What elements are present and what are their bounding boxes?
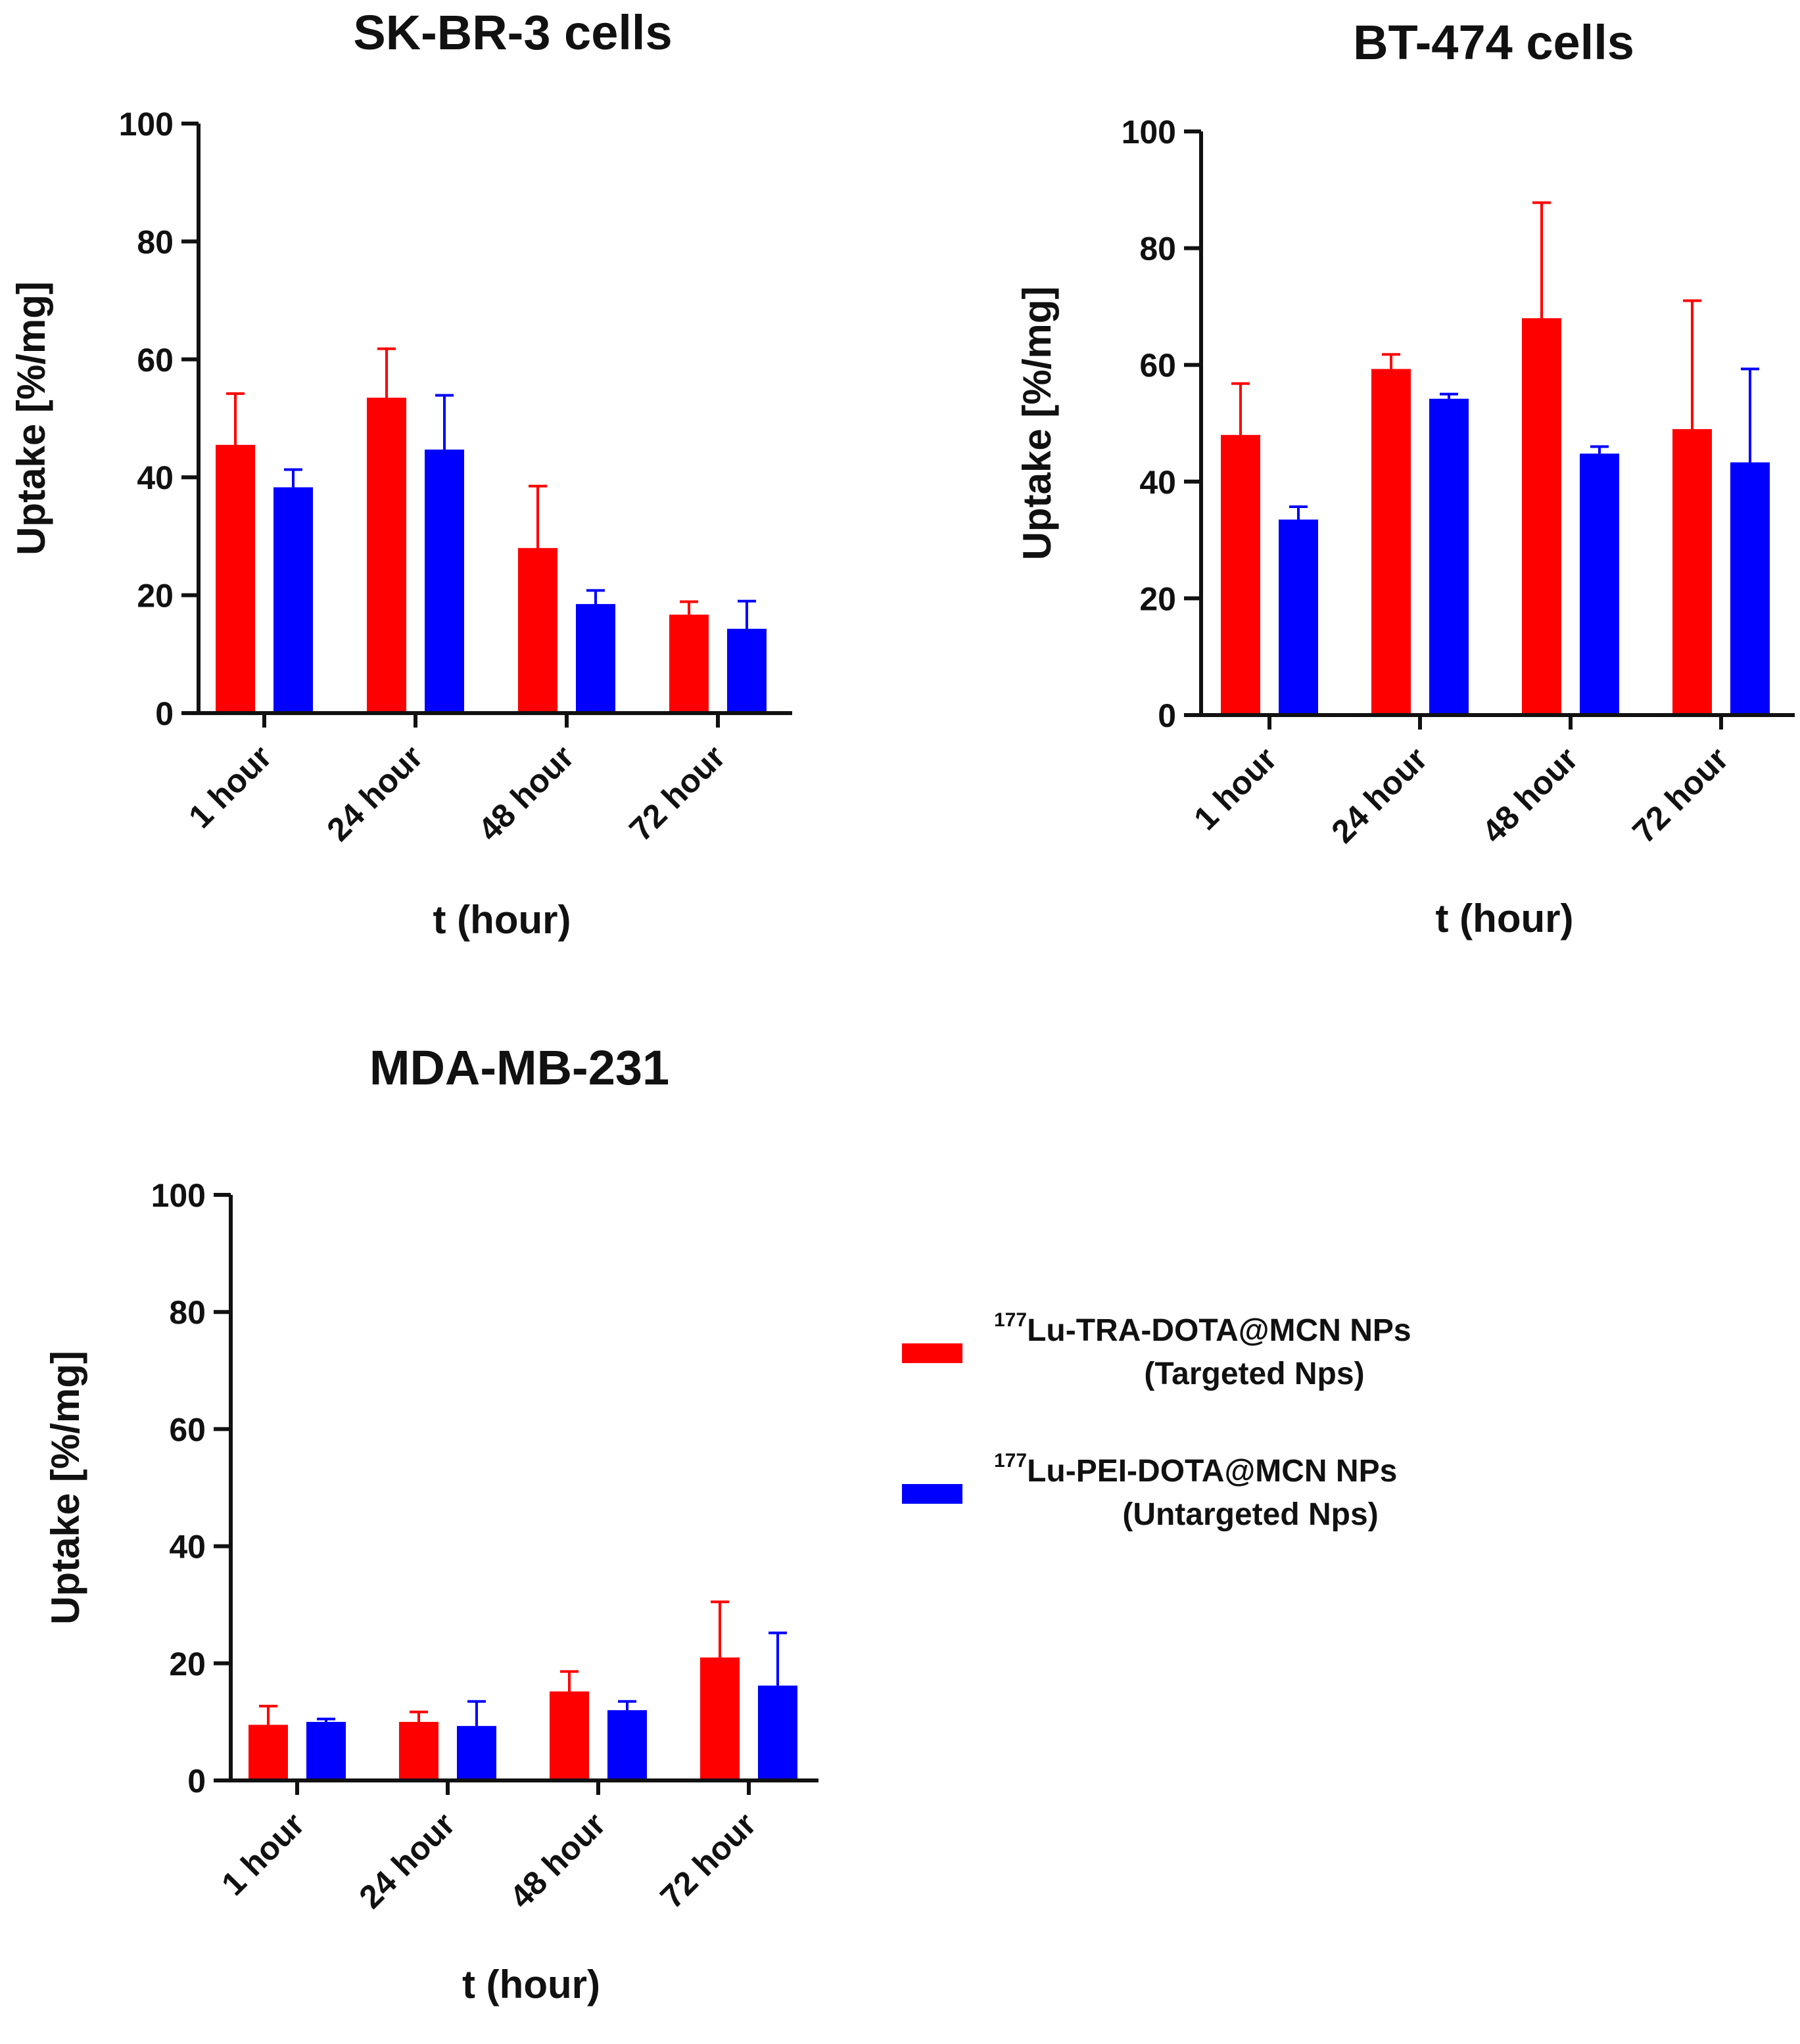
bar-targeted-0 bbox=[249, 1725, 288, 1780]
bar-targeted-1 bbox=[367, 398, 406, 713]
y-tick-label-2: 40 bbox=[137, 459, 174, 496]
legend-superscript-untargeted: 177 bbox=[994, 1450, 1027, 1472]
bar-untargeted-1 bbox=[457, 1726, 496, 1780]
y-tick-label-0: 0 bbox=[1158, 697, 1176, 734]
chart-title: BT-474 cells bbox=[1353, 15, 1634, 70]
panel-sk-br-3: SK-BR-3 cells Uptake [%/mg] t (hour) 1 hour… bbox=[9, 5, 792, 942]
legend-main-untargeted: Lu-PEI-DOTA@MCN NPs bbox=[1027, 1454, 1397, 1489]
bar-targeted-3 bbox=[1672, 429, 1712, 715]
bar-untargeted-2 bbox=[607, 1710, 647, 1780]
bar-untargeted-1 bbox=[425, 450, 464, 713]
x-tick-label-3: 72 hour bbox=[1625, 740, 1735, 850]
legend-sublabel-targeted: (Targeted Nps) bbox=[1144, 1357, 1364, 1391]
bar-untargeted-3 bbox=[758, 1685, 797, 1780]
y-tick-label-4: 80 bbox=[1139, 231, 1176, 267]
x-tick-label-1: 24 hour bbox=[1324, 740, 1434, 850]
bar-untargeted-3 bbox=[1730, 462, 1770, 715]
y-axis-label: Uptake [%/mg] bbox=[1015, 287, 1059, 561]
bar-untargeted-0 bbox=[1279, 519, 1318, 715]
legend-label-untargeted: 177Lu-PEI-DOTA@MCN NPs bbox=[994, 1450, 1397, 1489]
bar-targeted-1 bbox=[399, 1721, 438, 1780]
y-tick-label-0: 0 bbox=[187, 1763, 206, 1800]
bar-targeted-2 bbox=[550, 1691, 589, 1780]
panel-mda-mb-231: MDA-MB-231 Uptake [%/mg] t (hour) 1 hour 24 … bbox=[43, 1040, 818, 2007]
x-axis-label: t (hour) bbox=[462, 1963, 600, 2007]
y-tick-label-4: 80 bbox=[169, 1294, 206, 1331]
legend-swatch-untargeted bbox=[902, 1484, 962, 1504]
bar-targeted-1 bbox=[1371, 369, 1411, 715]
y-tick-label-5: 100 bbox=[1122, 114, 1176, 151]
x-tick-label-3: 72 hour bbox=[653, 1805, 763, 1915]
bar-targeted-2 bbox=[518, 547, 557, 713]
y-tick-label-3: 60 bbox=[169, 1411, 206, 1448]
y-tick-label-1: 20 bbox=[169, 1646, 206, 1683]
legend-main-targeted: Lu-TRA-DOTA@MCN NPs bbox=[1027, 1313, 1411, 1348]
x-axis-label: t (hour) bbox=[1436, 896, 1574, 941]
y-tick-label-3: 60 bbox=[1139, 347, 1176, 384]
y-axis-label: Uptake [%/mg] bbox=[9, 281, 53, 555]
y-tick-label-5: 100 bbox=[119, 106, 174, 143]
x-tick-label-3: 72 hour bbox=[622, 738, 732, 848]
bar-untargeted-1 bbox=[1429, 398, 1469, 715]
chart-title: SK-BR-3 cells bbox=[353, 5, 672, 60]
legend-superscript-targeted: 177 bbox=[994, 1309, 1027, 1331]
bar-targeted-3 bbox=[669, 615, 709, 713]
panel-bt-474: BT-474 cells Uptake [%/mg] t (hour) 1 hour 2… bbox=[1015, 15, 1795, 941]
x-axis-label: t (hour) bbox=[433, 898, 571, 942]
y-tick-label-2: 40 bbox=[169, 1529, 206, 1566]
x-tick-label-0: 1 hour bbox=[214, 1805, 312, 1903]
bar-untargeted-3 bbox=[727, 628, 767, 713]
bar-targeted-3 bbox=[700, 1657, 740, 1780]
legend: 177Lu-TRA-DOTA@MCN NPs (Targeted Nps) 17… bbox=[902, 1309, 1411, 1532]
x-tick-label-0: 1 hour bbox=[1187, 740, 1284, 837]
legend-sublabel-untargeted: (Untargeted Nps) bbox=[1122, 1497, 1378, 1532]
legend-label-targeted: 177Lu-TRA-DOTA@MCN NPs bbox=[994, 1309, 1411, 1348]
x-tick-label-2: 48 hour bbox=[502, 1805, 612, 1915]
y-tick-label-1: 20 bbox=[1139, 580, 1176, 617]
bar-untargeted-2 bbox=[1580, 453, 1619, 715]
y-tick-label-5: 100 bbox=[151, 1177, 206, 1214]
x-tick-label-2: 48 hour bbox=[1475, 740, 1584, 850]
y-axis-label: Uptake [%/mg] bbox=[43, 1351, 87, 1625]
x-tick-label-1: 24 hour bbox=[320, 738, 429, 848]
y-tick-label-4: 80 bbox=[137, 223, 174, 260]
y-tick-label-0: 0 bbox=[155, 695, 174, 732]
bar-targeted-0 bbox=[1221, 434, 1260, 715]
bar-untargeted-2 bbox=[576, 604, 615, 713]
bar-targeted-2 bbox=[1522, 318, 1561, 715]
bar-untargeted-0 bbox=[273, 487, 313, 713]
y-tick-label-2: 40 bbox=[1139, 464, 1176, 501]
x-tick-label-1: 24 hour bbox=[352, 1805, 462, 1915]
x-tick-label-0: 1 hour bbox=[181, 738, 279, 835]
chart-title: MDA-MB-231 bbox=[369, 1040, 669, 1095]
bar-targeted-0 bbox=[216, 444, 255, 713]
bar-untargeted-0 bbox=[306, 1721, 346, 1780]
x-tick-label-2: 48 hour bbox=[471, 738, 580, 848]
legend-swatch-targeted bbox=[902, 1343, 962, 1363]
y-tick-label-3: 60 bbox=[137, 342, 174, 379]
y-tick-label-1: 20 bbox=[137, 578, 174, 615]
